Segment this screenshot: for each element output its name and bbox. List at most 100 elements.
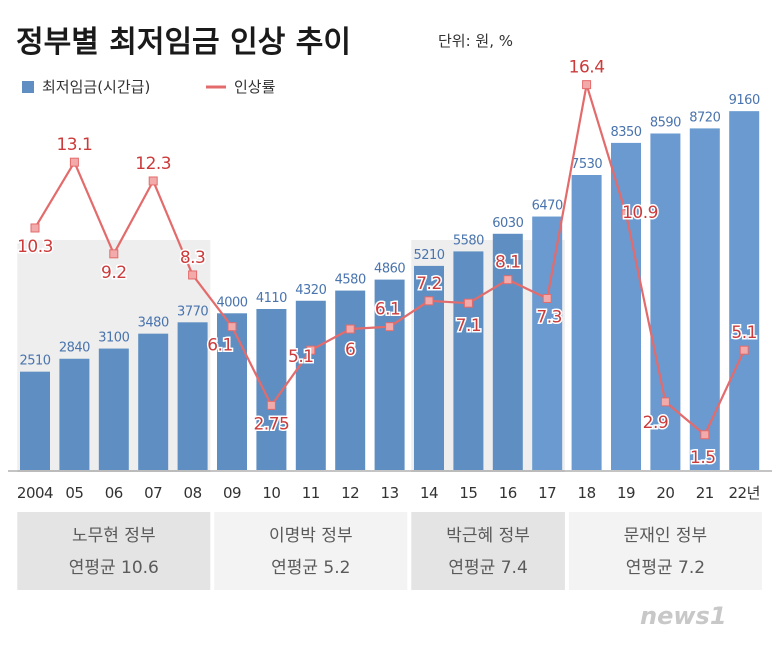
bar-label-18: 7530 [571, 157, 602, 172]
x-axis: 2004 05 06 07 08 09 10 11 12 13 14 15 16 17 18 19 20 21 22… [8, 470, 772, 502]
x-tick-14: 14 [420, 484, 438, 502]
x-tick-20: 20 [656, 484, 674, 502]
rate-label-09: 6.1 [207, 336, 233, 356]
x-tick-2004: 2004 [17, 484, 53, 502]
x-tick-22년: 22년 [729, 484, 760, 502]
legend-line-label: 인상률 [234, 78, 276, 96]
group-panel-0 [17, 512, 211, 590]
legend-bar-label: 최저임금(시간급) [42, 78, 150, 96]
bar-label-08: 3770 [177, 304, 208, 319]
bar-21 [689, 128, 720, 470]
rate-point-21 [700, 430, 710, 440]
rate-point-19 [621, 209, 631, 219]
group-avg-2: 연평균 7.4 [448, 558, 527, 578]
bar-label-15: 5580 [453, 233, 484, 248]
rate-point-07 [148, 176, 158, 186]
line-layer [30, 80, 749, 440]
bar-label-14: 5210 [413, 248, 444, 263]
bar-label-16: 6030 [492, 216, 523, 231]
rate-point-10 [266, 400, 276, 410]
bar-label-11: 4320 [295, 283, 326, 298]
bar-08 [177, 322, 208, 470]
bar-09 [217, 313, 247, 470]
bar-05 [59, 358, 90, 470]
rate-label-15: 7.1 [456, 316, 482, 336]
bar-label-07: 3480 [138, 316, 169, 331]
rate-label-11: 5.1 [288, 347, 314, 367]
rate-label-21: 1.5 [690, 448, 716, 468]
x-tick-08: 08 [184, 484, 202, 502]
group-panel-3 [568, 512, 762, 590]
rate-point-17 [542, 293, 552, 303]
bar-label-05: 2840 [59, 341, 90, 356]
rate-label-19: 10.9 [622, 203, 658, 223]
bar-label-22년: 9160 [729, 93, 760, 108]
group-name-3: 문재인 정부 [624, 526, 708, 546]
bars-layer [20, 111, 760, 471]
x-tick-18: 18 [578, 484, 596, 502]
bar-label-19: 8350 [610, 125, 641, 140]
rate-label-16: 8.1 [495, 253, 521, 273]
rate-point-13 [385, 322, 395, 332]
bar-label-12: 4580 [335, 273, 366, 288]
x-tick-19: 19 [617, 484, 635, 502]
rate-label-12: 6 [345, 340, 355, 360]
bar-label-09: 4000 [216, 295, 247, 310]
bar-17 [532, 216, 563, 470]
bar-22년 [729, 111, 760, 471]
bar-18 [571, 175, 602, 470]
bar-06 [98, 348, 129, 470]
bar-20 [650, 133, 681, 470]
rate-point-11 [306, 345, 316, 355]
rate-label-18: 16.4 [569, 58, 605, 78]
rate-label-05: 13.1 [56, 135, 92, 155]
unit-note: 단위: 원, % [438, 32, 513, 50]
rate-label-10: 2.75 [253, 414, 289, 434]
x-tick-11: 11 [302, 484, 320, 502]
bar-19 [611, 142, 641, 470]
rate-label-17: 7.3 [536, 307, 562, 327]
rate-point-14 [424, 296, 434, 306]
rate-label-22년: 5.1 [731, 323, 757, 343]
x-tick-21: 21 [696, 484, 714, 502]
bar-13 [374, 279, 405, 470]
group-avg-3: 연평균 7.2 [626, 558, 705, 578]
rate-label-14: 7.2 [416, 274, 442, 294]
bar-07 [138, 333, 169, 470]
x-tick-07: 07 [144, 484, 162, 502]
news1-logo: news1 [640, 602, 727, 630]
rate-label-06: 9.2 [101, 263, 127, 283]
x-tick-06: 06 [105, 484, 123, 502]
group-avg-1: 연평균 5.2 [271, 558, 350, 578]
group-name-1: 이명박 정부 [269, 526, 353, 546]
group-panel-1 [214, 512, 408, 590]
rate-point-15 [463, 298, 473, 308]
x-tick-05: 05 [65, 484, 83, 502]
x-tick-10: 10 [262, 484, 280, 502]
bar-12 [335, 290, 366, 470]
rate-point-18 [582, 80, 592, 90]
bar-label-2004: 2510 [19, 354, 50, 369]
x-tick-16: 16 [499, 484, 517, 502]
rate-point-08 [188, 270, 198, 280]
group-name-2: 박근혜 정부 [446, 526, 530, 546]
x-tick-12: 12 [341, 484, 359, 502]
rate-point-2004 [30, 223, 40, 233]
bar-label-21: 8720 [689, 110, 720, 125]
bar-label-17: 6470 [532, 199, 563, 214]
rate-point-22년 [739, 345, 749, 355]
x-tick-17: 17 [538, 484, 556, 502]
rate-label-07: 12.3 [135, 154, 171, 174]
bar-11 [295, 300, 326, 470]
rate-label-13: 6.1 [375, 300, 401, 320]
bar-label-10: 4110 [256, 291, 287, 306]
rate-point-06 [109, 249, 119, 259]
bar-label-06: 3100 [98, 331, 129, 346]
rate-point-12 [345, 324, 355, 334]
bar-15 [453, 251, 484, 470]
rate-label-20: 2.9 [643, 413, 669, 433]
chart-title: 정부별 최저임금 인상 추이 [16, 25, 351, 60]
bar-label-20: 8590 [650, 115, 681, 130]
